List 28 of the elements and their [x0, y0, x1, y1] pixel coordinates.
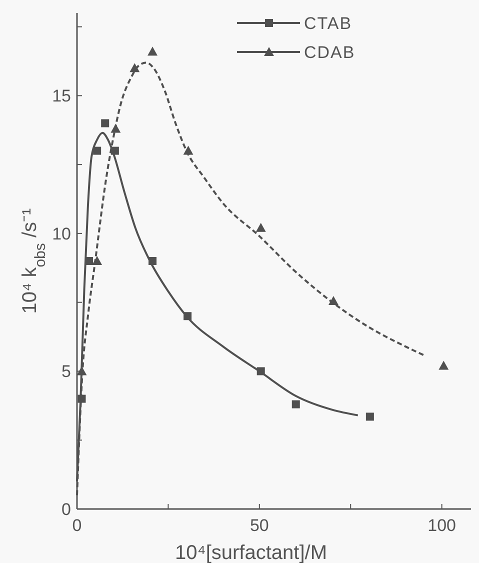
y-tick-label: 0: [62, 500, 71, 519]
x-tick-label: 50: [250, 516, 269, 535]
point: [292, 400, 300, 408]
x-axis-title: 10⁴[surfactant]/M: [175, 542, 327, 563]
legend-label: CDAB: [304, 42, 356, 62]
x-tick-label: 100: [428, 516, 456, 535]
y-tick-label: 10: [52, 224, 71, 244]
point: [101, 119, 110, 128]
y-tick-label: 5: [62, 362, 71, 382]
point: [184, 312, 192, 320]
point: [85, 257, 94, 265]
point: [148, 257, 157, 265]
point: [130, 63, 140, 72]
y-tick-label: 15: [52, 86, 71, 106]
point: [93, 146, 102, 155]
point: [78, 394, 86, 403]
legend-label: CTAB: [304, 14, 352, 33]
point: [76, 366, 87, 376]
point: [183, 146, 194, 155]
point: [256, 222, 266, 232]
point: [110, 124, 121, 133]
point: [148, 46, 158, 56]
point: [328, 296, 338, 305]
point: [366, 412, 374, 421]
point: [92, 256, 102, 265]
point: [438, 360, 449, 370]
point: [256, 367, 265, 376]
point: [110, 146, 119, 155]
